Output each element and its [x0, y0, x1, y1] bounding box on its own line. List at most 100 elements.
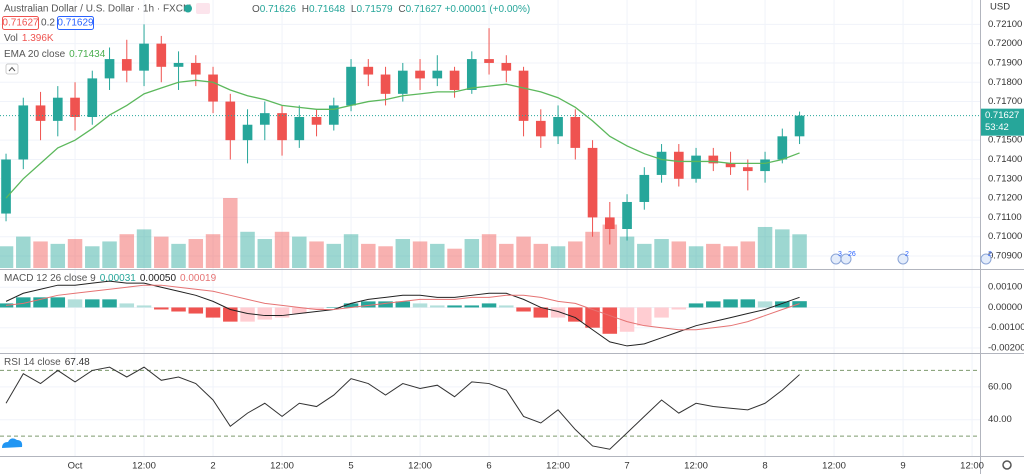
candle-body	[121, 59, 132, 71]
y-tick-label: 0.71700	[988, 96, 1022, 107]
volume-bar	[533, 243, 549, 268]
collapse-button[interactable]	[5, 63, 19, 75]
macd-histogram-bar	[154, 307, 169, 310]
macd-histogram-bar	[171, 307, 186, 312]
macd-histogram-bar	[361, 301, 376, 308]
candle-body	[415, 70, 425, 79]
volume-bar	[516, 236, 531, 268]
macd-histogram-bar	[550, 307, 566, 318]
legend-value: 0.00031	[100, 273, 137, 284]
event-label: 26	[848, 251, 856, 258]
legend-value: 67.48	[65, 357, 90, 368]
macd-tick-label: -0.00200	[988, 342, 1024, 353]
event-icon[interactable]	[840, 253, 852, 265]
macd-histogram-bar	[67, 299, 83, 308]
marks	[0, 24, 980, 450]
ohlc-quote: O0.71626 H0.71648 L0.71579 C0.71627 +0.0…	[252, 4, 530, 15]
candle-body	[777, 136, 788, 160]
candle-body	[570, 117, 581, 148]
volume-bar	[205, 234, 221, 268]
candle-body	[35, 105, 46, 121]
volume-bar	[654, 239, 669, 268]
macd-histogram-bar	[309, 307, 324, 310]
logo-icon	[2, 438, 23, 448]
quote-key: L	[351, 4, 357, 15]
volume-bar	[292, 236, 307, 268]
volume-bar	[136, 229, 152, 268]
quote-key: H	[302, 4, 309, 15]
macd-histogram-bar	[378, 301, 393, 308]
candle-body	[708, 155, 719, 164]
macd-histogram-bar	[723, 299, 738, 308]
x-tick-label: 8	[762, 461, 767, 472]
candle-body	[173, 62, 184, 67]
volume-bar	[188, 239, 204, 268]
volume-bar	[706, 243, 721, 268]
macd-line	[5, 280, 800, 347]
macd-histogram-bar	[533, 307, 549, 318]
candle-body	[691, 155, 701, 179]
volume-bar	[792, 234, 807, 268]
volume-legend: Vol 1.396K	[4, 33, 54, 44]
candle-body	[553, 117, 563, 137]
rsi-legend: RSI 14 close 67.48	[4, 357, 90, 368]
x-tick-label: 12:00	[132, 461, 156, 472]
macd-histogram-bar	[671, 307, 687, 310]
candle-body	[587, 147, 598, 218]
candle-body	[484, 59, 494, 63]
legend-name: Vol	[4, 33, 18, 44]
x-tick-label: 12:00	[546, 461, 570, 472]
volume-bar	[585, 231, 600, 268]
price-label-box	[981, 108, 1024, 136]
macd-histogram-bar	[499, 305, 514, 308]
volume-bar	[309, 241, 324, 268]
candle-body	[190, 62, 201, 75]
event-label: 2	[988, 251, 992, 258]
event-icon[interactable]	[980, 253, 992, 265]
sell-button[interactable]	[2, 16, 39, 30]
volume-bar	[447, 248, 462, 268]
sell-price[interactable]: 0.71627	[2, 18, 39, 29]
macd-histogram-bar	[654, 307, 669, 318]
volume-bar	[171, 243, 186, 268]
candle-body	[104, 59, 115, 79]
volume-bar	[343, 234, 359, 268]
macd-histogram-bar	[223, 307, 238, 322]
volume-bar	[16, 236, 31, 268]
candle-body	[311, 117, 322, 125]
macd-tick-label: -0.00100	[988, 322, 1024, 333]
macd-histogram-bar	[102, 299, 117, 308]
legend-value: 0.71434	[69, 49, 106, 60]
status-dot	[184, 4, 192, 13]
candle-body	[87, 78, 98, 118]
macd-histogram-bar	[602, 307, 618, 334]
candle-body	[397, 70, 408, 94]
candle-body	[725, 163, 736, 168]
settings-button[interactable]	[1002, 460, 1012, 470]
x-tick-label: 6	[486, 461, 491, 472]
candle-body	[18, 105, 29, 160]
x-tick-label: Oct	[68, 461, 83, 472]
candle-body	[518, 70, 529, 121]
x-tick-label: 12:00	[960, 461, 984, 472]
macd-histogram-bar	[637, 307, 652, 326]
buy-price[interactable]: 0.71629	[57, 18, 94, 29]
macd-histogram-bar	[240, 307, 255, 322]
symbol-title: Australian Dollar / U.S. Dollar · 1h · F…	[4, 4, 191, 15]
buy-button[interactable]	[57, 16, 94, 30]
macd-histogram-bar	[619, 307, 635, 332]
macd-histogram-bar	[568, 307, 583, 322]
volume-bar	[154, 236, 169, 268]
volume-bar	[67, 239, 83, 268]
candle-body	[639, 174, 650, 202]
candle-body	[52, 97, 63, 121]
macd-histogram-bar	[430, 305, 445, 308]
macd-histogram-bar	[257, 307, 273, 320]
status-badge	[196, 3, 210, 14]
macd-histogram-bar	[757, 301, 773, 308]
y-tick-label: 0.71400	[988, 154, 1022, 165]
macd-histogram-bar	[33, 297, 48, 308]
event-icon[interactable]	[897, 253, 909, 265]
macd-histogram-bar	[481, 303, 497, 308]
